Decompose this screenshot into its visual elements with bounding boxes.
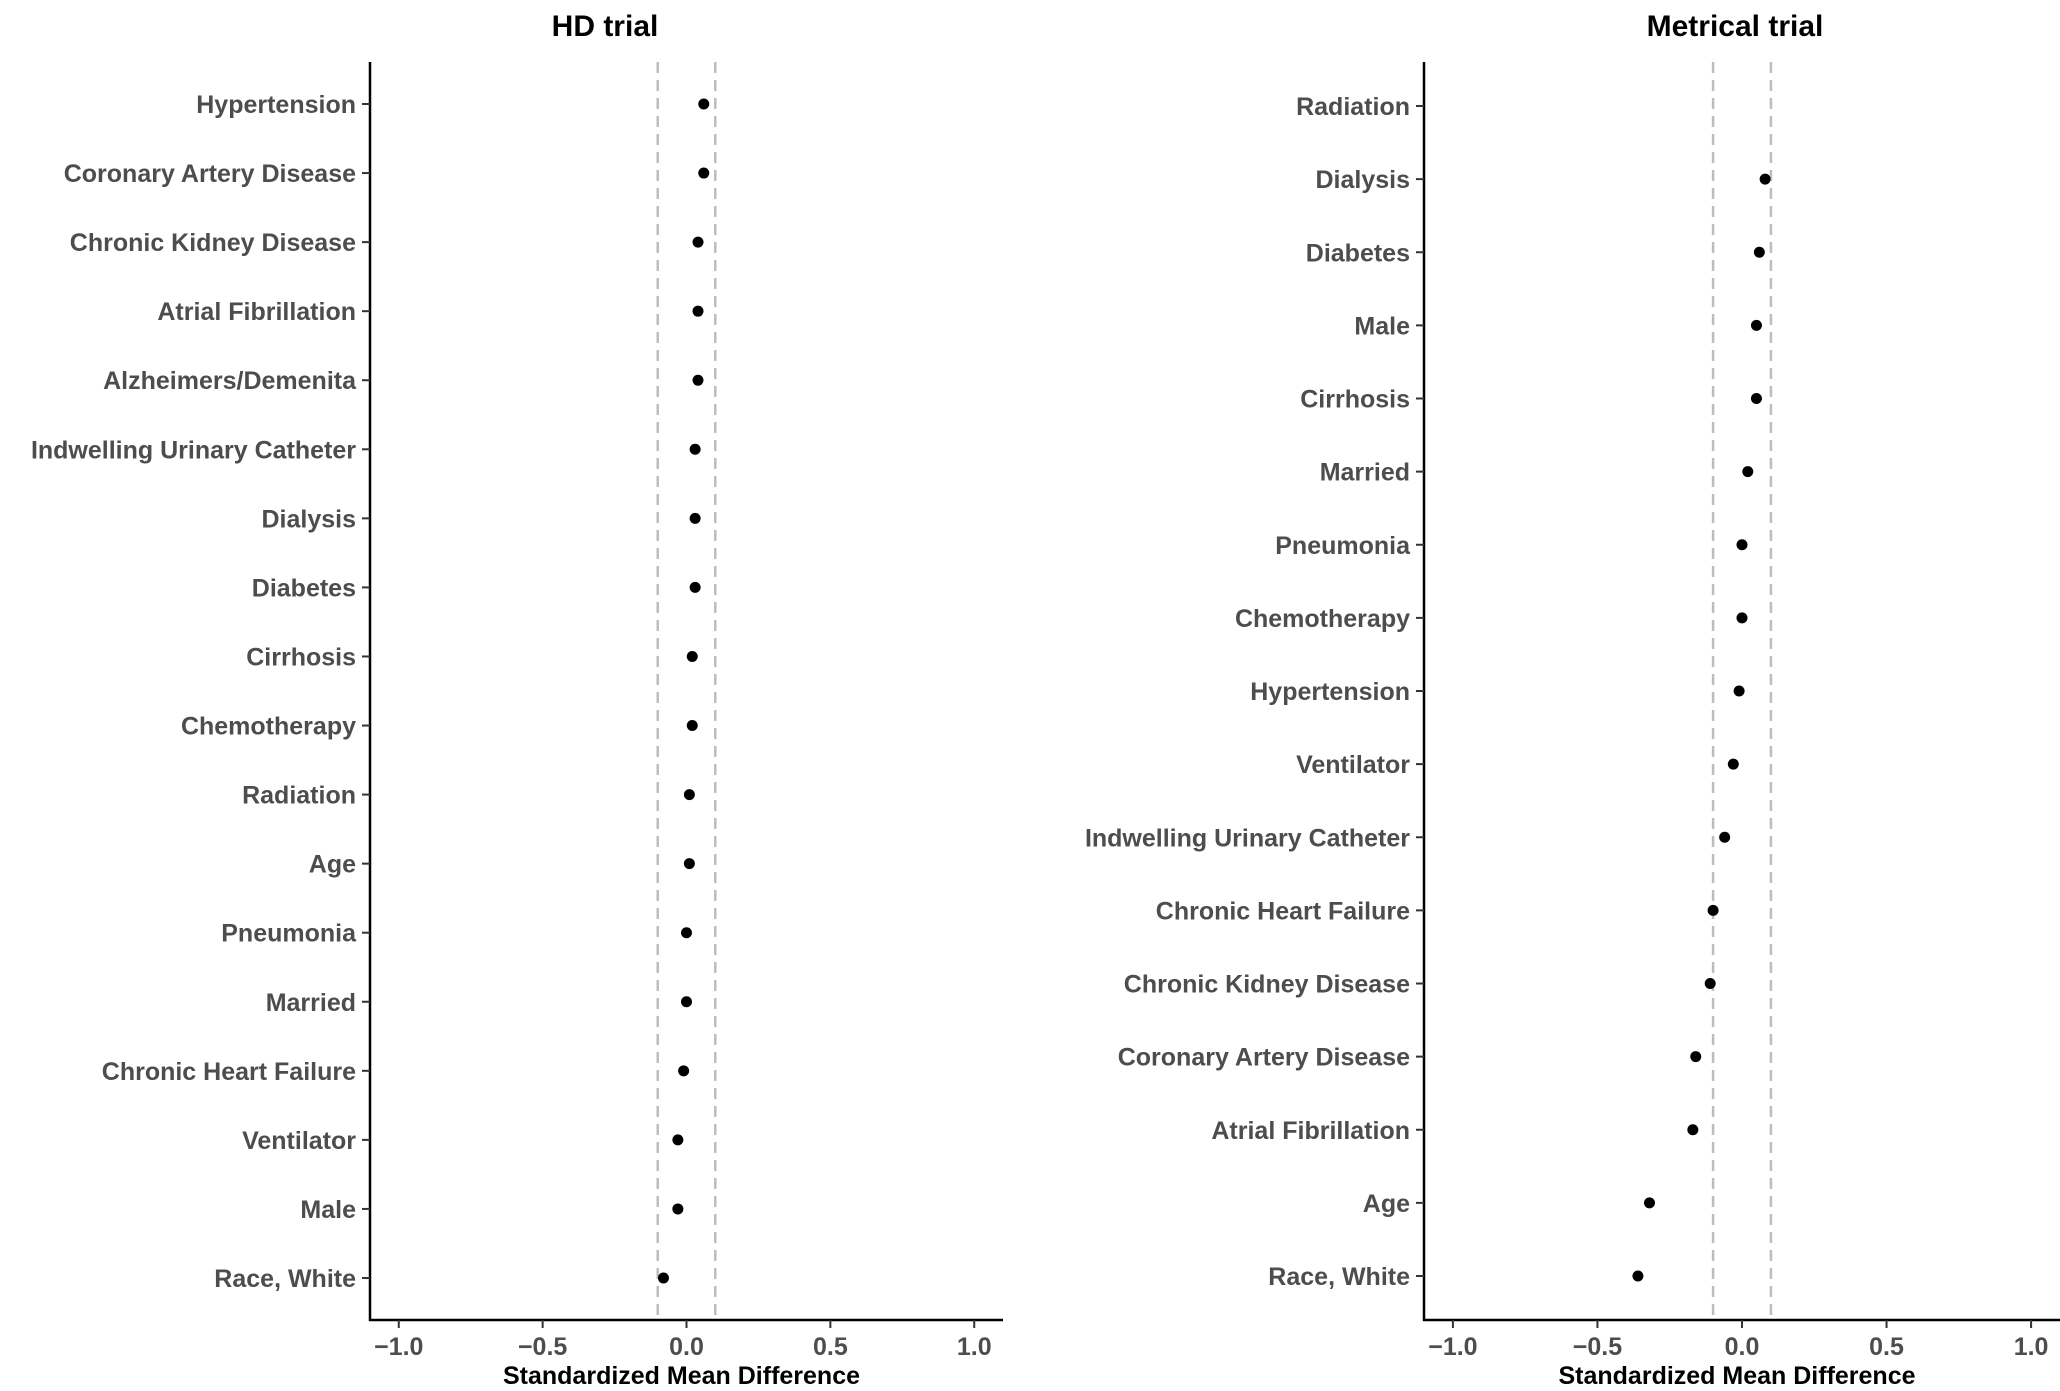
data-point-indwelling-urinary-catheter (689, 443, 701, 455)
data-point-hypertension (698, 98, 710, 110)
hd-trial-panel: HD trial −1.0 −0.5 0.0 0.5 1.0 Standardized Me… (31, 10, 1003, 1390)
category-label-cirrhosis: Cirrhosis (246, 643, 356, 671)
x-tick-label: −1.0 (1428, 1333, 1477, 1361)
data-point-age (1643, 1197, 1655, 1209)
data-point-diabetes (1753, 246, 1765, 258)
category-label-chronic-kidney-disease: Chronic Kidney Disease (70, 229, 356, 257)
data-point-married (681, 996, 692, 1008)
data-point-alzheimers-demenita (692, 374, 704, 386)
category-label-radiation: Radiation (1296, 93, 1410, 121)
x-tick-label: 0.5 (1869, 1333, 1904, 1361)
category-label-hypertension: Hypertension (196, 91, 356, 119)
category-label-diabetes: Diabetes (252, 574, 356, 602)
x-tick-label: 0.0 (669, 1333, 704, 1361)
category-label-race-white: Race, White (214, 1265, 356, 1293)
data-point-ventilator (1727, 758, 1739, 770)
data-point-atrial-fibrillation (692, 305, 704, 317)
category-label-chemotherapy: Chemotherapy (181, 713, 356, 741)
panel-title: Metrical trial (1647, 10, 1824, 43)
category-label-age: Age (1363, 1190, 1410, 1218)
category-label-atrial-fibrillation: Atrial Fibrillation (1211, 1117, 1410, 1145)
category-label-chronic-heart-failure: Chronic Heart Failure (102, 1058, 356, 1086)
data-point-hypertension (1733, 685, 1745, 697)
data-point-married (1742, 466, 1754, 478)
data-point-chemotherapy (1736, 612, 1748, 624)
category-label-hypertension: Hypertension (1250, 678, 1410, 706)
category-label-coronary-artery-disease: Coronary Artery Disease (64, 160, 356, 188)
data-point-chronic-heart-failure (678, 1065, 690, 1077)
category-label-atrial-fibrillation: Atrial Fibrillation (157, 298, 356, 326)
category-label-chemotherapy: Chemotherapy (1235, 605, 1410, 633)
category-label-ventilator: Ventilator (1296, 751, 1410, 779)
category-label-alzheimers-demenita: Alzheimers/Demenita (103, 367, 357, 395)
x-axis-title: Standardized Mean Difference (1558, 1362, 1915, 1390)
data-point-coronary-artery-disease (1690, 1051, 1702, 1063)
data-point-male (672, 1203, 684, 1215)
category-label-indwelling-urinary-catheter: Indwelling Urinary Catheter (31, 436, 356, 464)
category-label-coronary-artery-disease: Coronary Artery Disease (1118, 1044, 1410, 1072)
x-tick-label: 1.0 (957, 1333, 992, 1361)
category-label-ventilator: Ventilator (242, 1127, 356, 1155)
data-point-race-white (657, 1272, 669, 1284)
category-label-chronic-heart-failure: Chronic Heart Failure (1156, 897, 1410, 925)
metrical-trial-panel: Metrical trial −1.0 −0.5 0.0 0.5 1.0 Standardi… (1085, 10, 2060, 1390)
data-point-ventilator (672, 1134, 684, 1146)
x-tick-label: 0.5 (813, 1333, 848, 1361)
x-tick-label: −0.5 (518, 1333, 567, 1361)
data-point-chemotherapy (686, 720, 698, 732)
x-tick-label: −1.0 (374, 1333, 423, 1361)
panel-title: HD trial (552, 10, 659, 43)
data-point-race-white (1632, 1270, 1644, 1282)
data-point-atrial-fibrillation (1687, 1124, 1699, 1136)
x-axis-title: Standardized Mean Difference (503, 1362, 860, 1390)
data-point-indwelling-urinary-catheter (1719, 831, 1731, 843)
data-point-cirrhosis (686, 650, 698, 662)
data-point-male (1750, 319, 1762, 331)
category-label-indwelling-urinary-catheter: Indwelling Urinary Catheter (1085, 824, 1410, 852)
data-point-diabetes (689, 581, 701, 593)
category-label-pneumonia: Pneumonia (221, 920, 357, 948)
category-label-radiation: Radiation (242, 782, 356, 810)
data-point-pneumonia (1736, 539, 1748, 551)
category-label-age: Age (309, 851, 356, 879)
category-label-chronic-kidney-disease: Chronic Kidney Disease (1124, 971, 1410, 999)
category-label-dialysis: Dialysis (261, 505, 356, 533)
data-point-chronic-kidney-disease (692, 236, 704, 248)
category-label-male: Male (300, 1196, 356, 1224)
category-label-cirrhosis: Cirrhosis (1300, 386, 1410, 414)
category-label-diabetes: Diabetes (1306, 239, 1410, 267)
category-label-male: Male (1354, 312, 1410, 340)
data-point-age (683, 858, 695, 870)
data-point-pneumonia (681, 927, 692, 939)
category-label-married: Married (1320, 459, 1410, 487)
x-tick-label: −0.5 (1573, 1333, 1622, 1361)
x-tick-label: 1.0 (2014, 1333, 2049, 1361)
data-point-dialysis (1759, 173, 1771, 185)
data-point-chronic-heart-failure (1707, 904, 1719, 916)
data-point-coronary-artery-disease (698, 167, 710, 179)
data-point-radiation (683, 789, 695, 801)
x-tick-label: 0.0 (1725, 1333, 1760, 1361)
data-point-dialysis (689, 512, 701, 524)
data-point-cirrhosis (1750, 393, 1762, 404)
category-label-dialysis: Dialysis (1315, 166, 1410, 194)
category-label-pneumonia: Pneumonia (1275, 532, 1411, 560)
category-label-married: Married (266, 989, 356, 1017)
data-point-chronic-kidney-disease (1704, 978, 1716, 989)
category-label-race-white: Race, White (1268, 1263, 1410, 1291)
